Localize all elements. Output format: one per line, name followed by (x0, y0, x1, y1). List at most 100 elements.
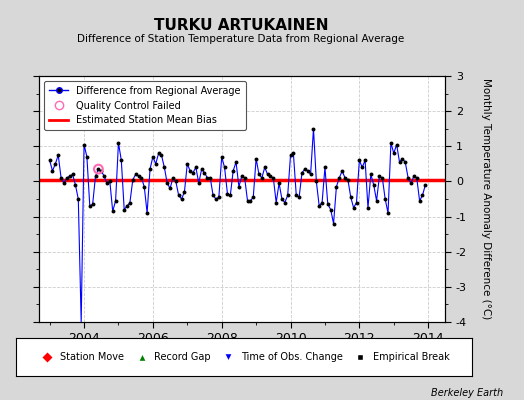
Point (183, 161, 191, 167)
Point (404, 175, 412, 181)
Point (272, 199, 280, 206)
Point (174, 192, 183, 199)
Point (255, 171, 263, 178)
Point (335, 175, 344, 181)
Point (229, 168, 237, 174)
Point (395, 159, 403, 165)
Point (330, 220, 338, 227)
Point (151, 161, 160, 167)
Point (355, 157, 364, 164)
Point (303, 168, 312, 174)
Point (387, 140, 395, 146)
Point (381, 196, 389, 202)
Point (378, 175, 387, 181)
Point (266, 173, 275, 179)
Point (143, 210, 151, 216)
Point (80, 141, 88, 148)
Point (384, 210, 392, 216)
Point (326, 206, 335, 213)
Point (252, 155, 260, 162)
Point (421, 182, 430, 188)
Point (289, 150, 298, 156)
Point (398, 155, 407, 162)
Point (241, 175, 249, 181)
Point (361, 157, 369, 164)
Point (48, 168, 57, 174)
Point (209, 192, 217, 199)
Point (350, 204, 358, 211)
Point (412, 175, 421, 181)
Point (280, 199, 289, 206)
Point (91, 173, 100, 179)
Point (232, 159, 240, 165)
Point (112, 198, 120, 204)
Point (389, 150, 398, 156)
Point (157, 152, 166, 158)
Point (307, 171, 315, 178)
Point (63, 175, 71, 181)
Point (163, 180, 171, 186)
Point (235, 184, 243, 190)
Text: Berkeley Earth: Berkeley Earth (431, 388, 503, 398)
Point (83, 154, 91, 160)
Point (264, 171, 272, 178)
Point (278, 196, 286, 202)
Point (237, 173, 246, 179)
Point (212, 196, 220, 202)
Point (120, 206, 128, 213)
Point (123, 203, 131, 209)
Point (46, 157, 54, 164)
Point (74, 196, 82, 202)
Point (206, 175, 214, 181)
Point (373, 198, 381, 204)
Point (177, 196, 185, 202)
Point (315, 203, 323, 209)
Point (346, 194, 355, 200)
Point (223, 190, 232, 197)
Point (260, 164, 269, 170)
Point (301, 166, 309, 172)
Point (192, 164, 200, 170)
Point (149, 154, 157, 160)
Point (292, 192, 300, 199)
Point (71, 182, 80, 188)
Point (352, 199, 361, 206)
Point (226, 192, 235, 199)
Text: TURKU ARTUKAINEN: TURKU ARTUKAINEN (154, 18, 329, 33)
Point (169, 175, 177, 181)
Point (312, 178, 321, 185)
Point (97, 168, 105, 174)
Point (392, 141, 401, 148)
Point (57, 175, 66, 181)
Point (60, 180, 68, 186)
Point (338, 168, 346, 174)
Point (186, 168, 194, 174)
Point (94, 166, 103, 172)
Point (367, 171, 375, 178)
Point (298, 170, 306, 176)
Point (94, 166, 103, 172)
Point (172, 178, 180, 185)
Point (318, 199, 326, 206)
Point (114, 140, 123, 146)
Point (103, 180, 111, 186)
Point (198, 166, 206, 172)
Point (407, 180, 415, 186)
Point (410, 173, 418, 179)
Point (364, 204, 372, 211)
Point (140, 184, 148, 190)
Point (369, 182, 378, 188)
Point (126, 199, 134, 206)
Point (69, 171, 77, 178)
Point (160, 164, 169, 170)
Point (66, 173, 74, 179)
Point (200, 170, 209, 176)
Point (85, 203, 94, 209)
Point (132, 171, 140, 178)
Point (134, 173, 143, 179)
Point (108, 208, 117, 214)
Legend: Station Move, Record Gap, Time of Obs. Change, Empirical Break: Station Move, Record Gap, Time of Obs. C… (34, 348, 454, 366)
Point (332, 184, 341, 190)
Point (51, 161, 60, 167)
Point (321, 164, 329, 170)
